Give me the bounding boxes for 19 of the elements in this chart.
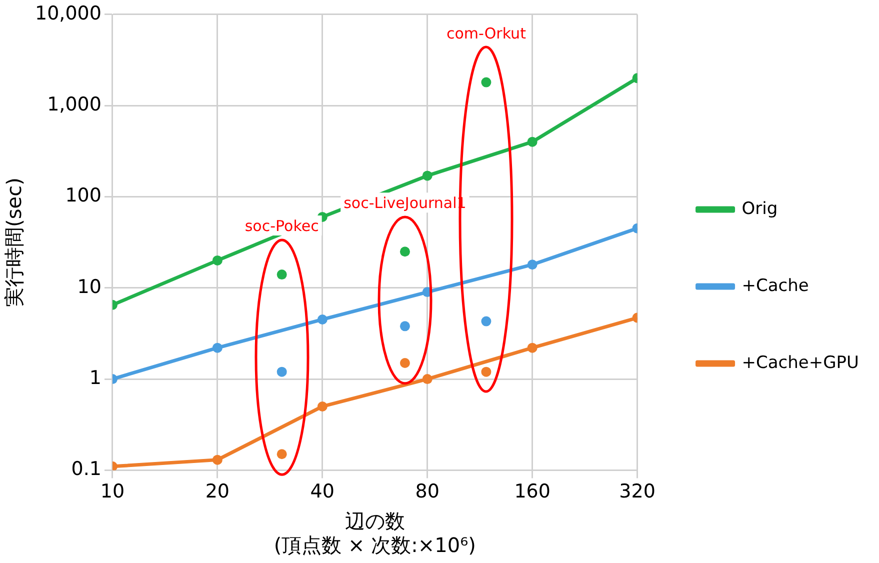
y-tick-label: 10 bbox=[77, 276, 102, 298]
y-tick-label: 10,000 bbox=[34, 2, 102, 24]
y-tick-label: 100 bbox=[65, 184, 102, 207]
y-axis-title: 実行時間(sec) bbox=[2, 178, 26, 307]
y-tick-label: 1,000 bbox=[47, 93, 102, 116]
x-tick-label: 80 bbox=[415, 480, 440, 503]
annotation: soc-Pokec bbox=[244, 216, 319, 235]
annotation: com-Orkut bbox=[446, 24, 526, 43]
y-tick-label: 1 bbox=[89, 366, 102, 389]
x-tick-label: 20 bbox=[205, 480, 230, 503]
x-tick-label: 10 bbox=[100, 480, 125, 503]
legend-label: +Cache+GPU bbox=[742, 352, 860, 373]
legend-label: +Cache bbox=[742, 276, 809, 296]
x-axis-title: 辺の数 (頂点数 × 次数:×10⁶) bbox=[274, 509, 476, 558]
legend-label: Orig bbox=[742, 198, 778, 219]
y-tick-label: 0.1 bbox=[71, 458, 102, 480]
x-tick-label: 320 bbox=[619, 480, 656, 503]
x-tick-label: 160 bbox=[514, 480, 550, 503]
x-tick-label: 40 bbox=[310, 480, 334, 503]
